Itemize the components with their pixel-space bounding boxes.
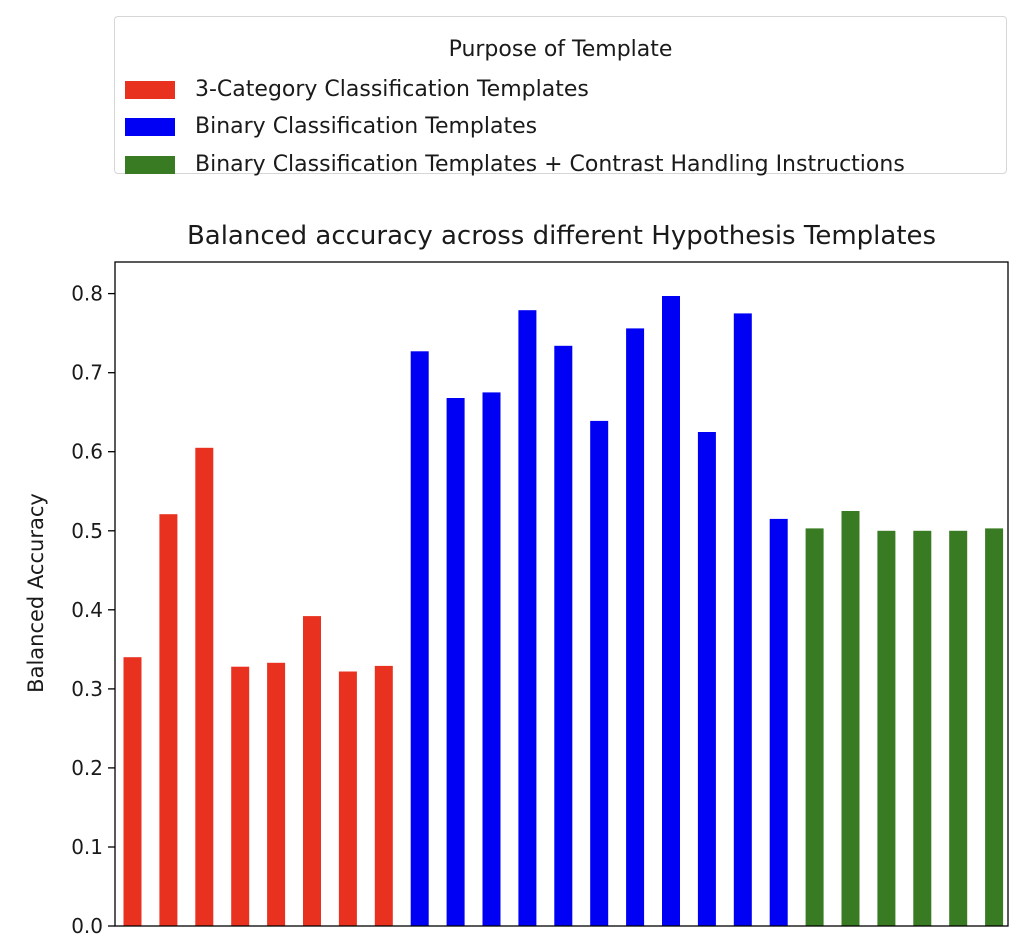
y-tick-label: 0.5 — [71, 519, 103, 543]
legend-item-binary-contrast: Binary Classification Templates + Contra… — [125, 152, 905, 178]
bar-series-3-5 — [949, 530, 968, 926]
legend-item-binary: Binary Classification Templates — [125, 114, 537, 140]
chart-legend: Purpose of Template 3-Category Classific… — [114, 16, 1007, 176]
y-tick-label: 0.3 — [71, 677, 103, 701]
y-tick-label: 0.4 — [71, 598, 103, 622]
plot-frame — [114, 261, 1009, 927]
legend-label: Binary Classification Templates + Contra… — [195, 152, 905, 177]
y-tick-label: 0.0 — [71, 914, 103, 938]
bar-series-2-10 — [733, 313, 752, 926]
legend-swatch-blue — [125, 118, 175, 136]
bar-series-1-1 — [123, 657, 142, 926]
bar-series-2-7 — [626, 328, 645, 926]
bars-group — [123, 296, 1004, 926]
y-axis-ticks: 0.0 0.1 0.2 0.3 0.4 0.5 0.6 0.7 0.8 — [71, 282, 115, 938]
legend-label: Binary Classification Templates — [195, 114, 538, 139]
bar-series-2-9 — [697, 432, 716, 926]
bar-series-2-8 — [662, 296, 680, 926]
bar-series-3-6 — [985, 528, 1004, 926]
bar-series-1-2 — [159, 514, 178, 926]
bar-series-1-6 — [303, 616, 321, 926]
bar-series-3-1 — [805, 528, 824, 926]
bar-series-1-5 — [267, 662, 286, 926]
chart-title: Balanced accuracy across different Hypot… — [186, 221, 937, 251]
bar-series-3-4 — [913, 530, 932, 926]
y-tick-label: 0.7 — [71, 361, 103, 385]
bar-series-2-11 — [769, 518, 788, 926]
y-tick-label: 0.8 — [71, 282, 103, 306]
bar-series-1-4 — [231, 666, 250, 926]
y-tick-label: 0.6 — [71, 440, 103, 464]
legend-swatch-red — [125, 81, 175, 99]
legend-item-3-category: 3-Category Classification Templates — [125, 77, 589, 103]
bar-series-2-2 — [446, 398, 465, 926]
bar-series-2-5 — [554, 345, 573, 926]
legend-label: 3-Category Classification Templates — [195, 77, 589, 102]
y-tick-label: 0.2 — [71, 756, 103, 780]
bar-series-3-2 — [841, 511, 860, 926]
legend-swatch-green — [125, 156, 175, 174]
bar-series-2-3 — [482, 392, 501, 926]
legend-title: Purpose of Template — [448, 37, 673, 62]
y-tick-label: 0.1 — [71, 835, 103, 859]
bar-series-3-3 — [877, 530, 896, 926]
bar-series-2-1 — [410, 351, 429, 926]
bar-series-2-6 — [590, 420, 609, 926]
bar-series-1-7 — [338, 671, 357, 926]
bar-series-2-4 — [518, 310, 537, 926]
bar-series-1-3 — [195, 447, 214, 926]
bar-series-1-8 — [374, 665, 393, 926]
